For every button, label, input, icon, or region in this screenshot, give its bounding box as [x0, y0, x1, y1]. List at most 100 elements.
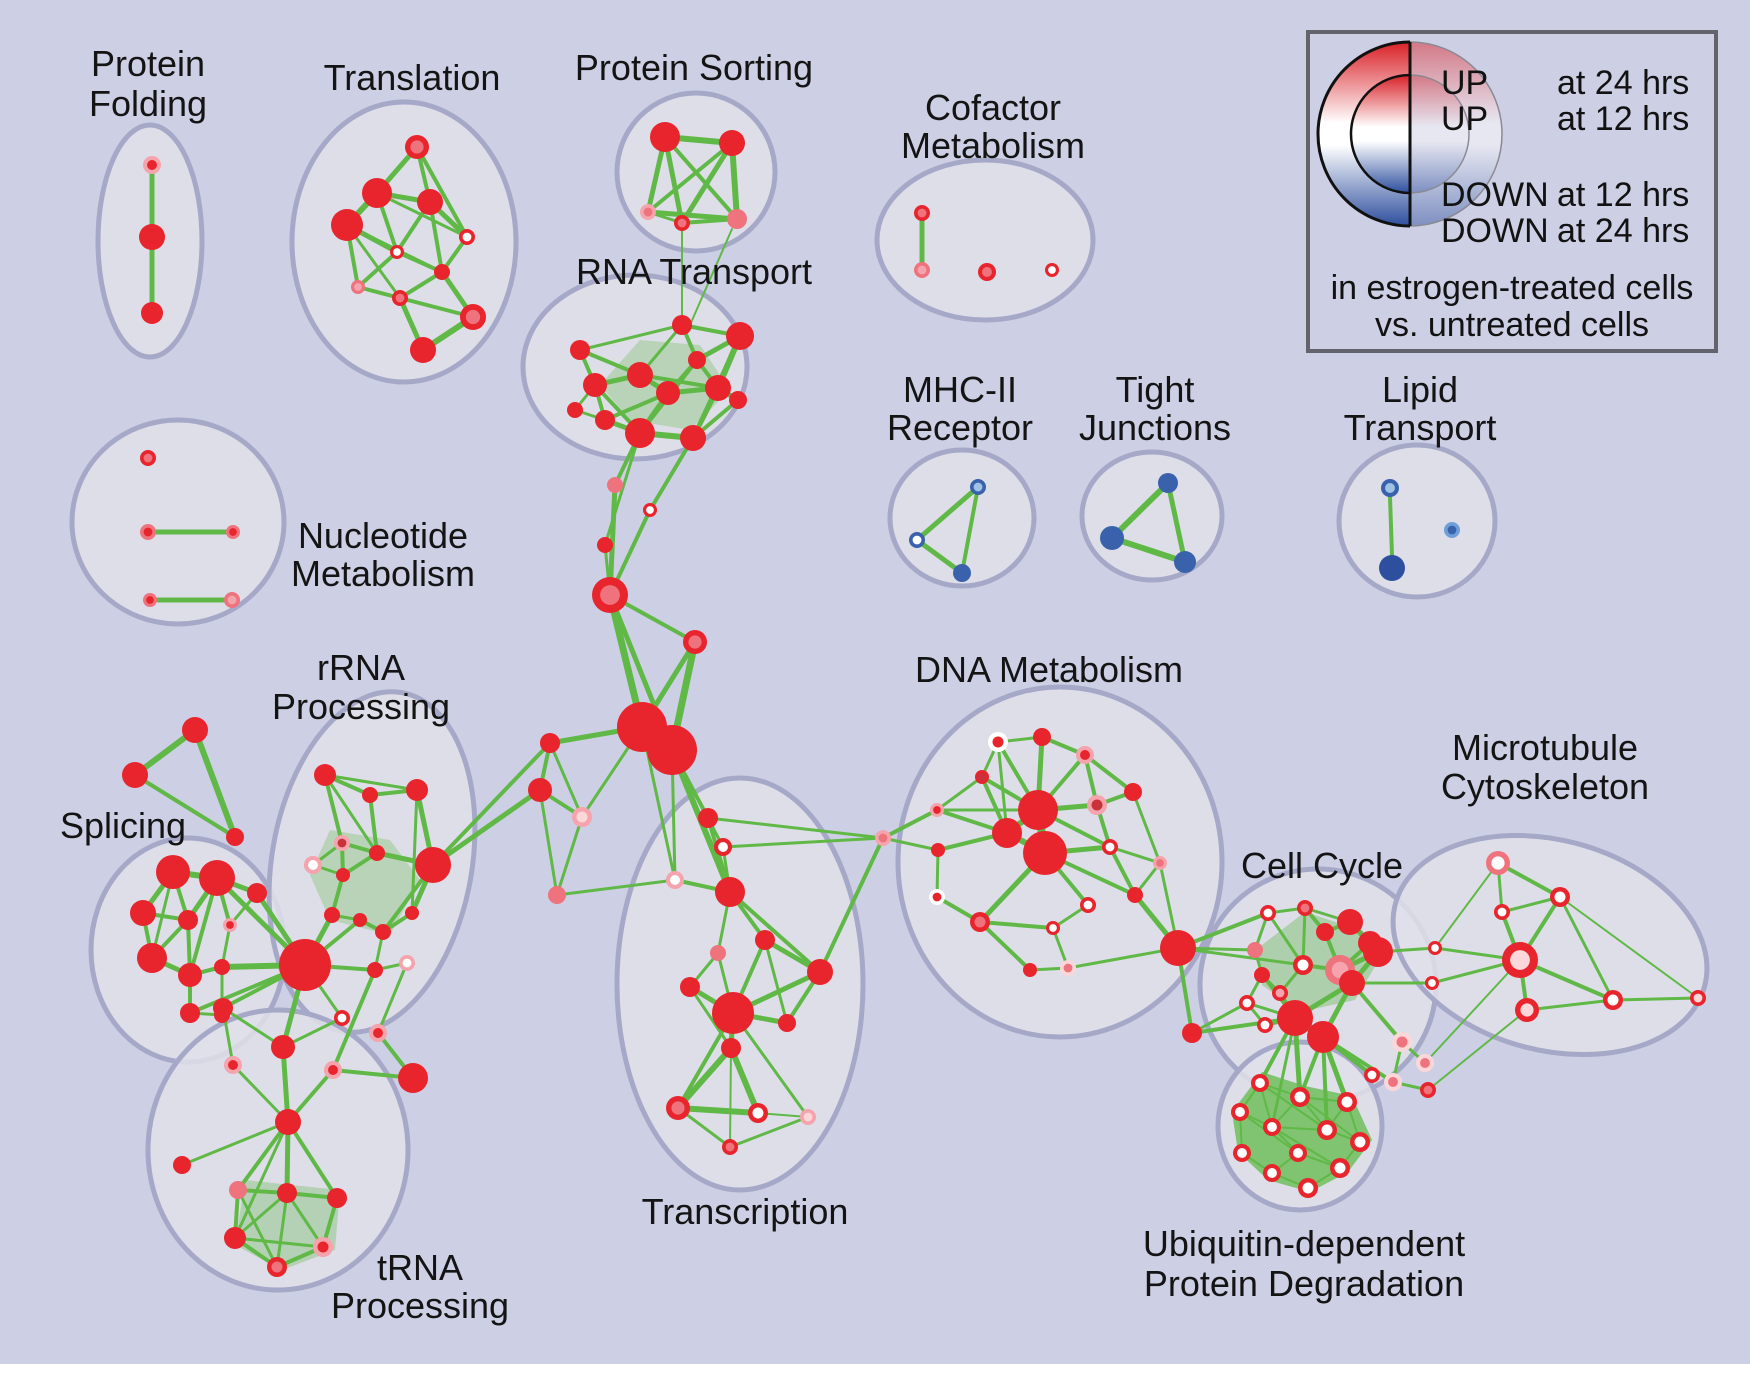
network-edge	[721, 836, 885, 849]
network-node-center	[974, 916, 986, 928]
network-node-center	[1510, 950, 1530, 970]
network-edge	[960, 485, 980, 575]
network-node	[1127, 887, 1143, 903]
network-node	[953, 564, 971, 582]
network-node-center	[271, 1261, 283, 1273]
network-node-center	[1255, 1078, 1265, 1088]
cluster-ellipse-nucleotide-metabolism	[69, 417, 287, 627]
network-edge	[675, 1045, 734, 1111]
network-node-center	[1063, 963, 1073, 973]
network-node-center	[143, 527, 153, 537]
network-node-center	[1354, 1136, 1366, 1148]
network-node-center	[677, 218, 687, 228]
network-edge	[646, 141, 734, 214]
network-node	[807, 959, 833, 985]
network-edge	[555, 878, 677, 897]
network-node-center	[462, 232, 472, 242]
cluster-ellipse-trna-processing	[145, 1007, 411, 1293]
network-node-center	[1367, 1070, 1377, 1080]
network-edge	[233, 1120, 290, 1240]
network-node	[1124, 783, 1142, 801]
network-node	[1363, 937, 1393, 967]
network-node-center	[1341, 1096, 1353, 1108]
network-node-center	[1048, 266, 1056, 274]
network-edge	[233, 1191, 289, 1240]
network-node	[583, 373, 607, 397]
network-node	[715, 877, 745, 907]
network-node-center	[917, 265, 927, 275]
network-node	[650, 122, 680, 152]
network-node-center	[229, 528, 237, 536]
network-node-center	[1321, 1124, 1333, 1136]
network-edge	[728, 1045, 761, 1116]
network-edge	[323, 773, 379, 855]
network-edge	[1108, 845, 1137, 897]
cluster-label-rna-transport: RNA Transport	[576, 251, 812, 292]
legend-state-label: DOWN	[1441, 212, 1549, 250]
network-node	[719, 130, 745, 156]
cluster-label-mhc-ii-receptor: MHC-II Receptor	[887, 369, 1033, 448]
network-node-center	[670, 875, 680, 885]
legend-caption-line1: in estrogen-treated cells	[1330, 269, 1694, 307]
network-node	[1339, 970, 1365, 996]
network-node	[672, 315, 692, 335]
network-edge	[431, 741, 552, 867]
network-node-center	[688, 635, 702, 649]
network-node	[406, 779, 428, 801]
network-node-center	[373, 1028, 383, 1038]
network-edge	[881, 808, 939, 840]
legend-right-arc	[1409, 41, 1503, 227]
network-node	[992, 818, 1022, 848]
network-node	[712, 992, 754, 1034]
network-edge	[914, 484, 981, 543]
network-node	[415, 847, 451, 883]
network-node-center	[402, 958, 412, 968]
network-node-center	[354, 283, 362, 291]
legend-updown-icon	[1316, 40, 1503, 228]
network-node-center	[1431, 944, 1439, 952]
network-node	[178, 963, 202, 987]
network-node-center	[1520, 1003, 1534, 1017]
network-node-center	[1263, 908, 1273, 918]
network-edge	[376, 961, 409, 1035]
cluster-ellipse-tight-junctions	[1079, 449, 1225, 583]
network-node-center	[1388, 1077, 1398, 1087]
network-edge	[133, 773, 237, 839]
network-edge	[689, 228, 733, 326]
network-node	[1182, 1023, 1202, 1043]
legend-left-inner-arc	[1349, 73, 1411, 195]
network-node	[182, 717, 208, 743]
network-edge	[1165, 480, 1188, 565]
network-edge	[1424, 959, 1521, 1064]
network-node	[1160, 930, 1196, 966]
cluster-label-ubiquitin-degradation: Ubiquitin-dependent Protein Degradation	[1143, 1223, 1465, 1304]
network-node	[122, 762, 148, 788]
network-node	[417, 189, 443, 215]
network-node-center	[337, 838, 347, 848]
network-node	[362, 178, 392, 208]
cluster-ellipse-cofactor-metabolism	[874, 157, 1096, 323]
network-node-center	[932, 892, 942, 902]
network-node-center	[1420, 1058, 1430, 1068]
network-edge	[1388, 495, 1394, 558]
network-edge	[1066, 946, 1180, 970]
network-edge	[1109, 480, 1171, 541]
network-node	[1033, 728, 1051, 746]
network-node	[721, 1038, 741, 1058]
network-node-center	[1423, 1085, 1433, 1095]
legend-fade-half	[1410, 42, 1502, 226]
legend-left-arc	[1316, 40, 1411, 228]
network-edge	[415, 145, 469, 239]
network-node-center	[317, 1241, 329, 1253]
cluster-label-cell-cycle: Cell Cycle	[1241, 845, 1403, 886]
network-node-center	[646, 506, 654, 514]
network-edge	[1299, 1096, 1361, 1143]
network-node-center	[1049, 924, 1057, 932]
network-edge	[236, 1188, 279, 1269]
network-node	[1379, 555, 1405, 581]
network-edge	[1559, 896, 1699, 999]
network-node	[607, 477, 623, 493]
network-node-center	[933, 806, 941, 814]
